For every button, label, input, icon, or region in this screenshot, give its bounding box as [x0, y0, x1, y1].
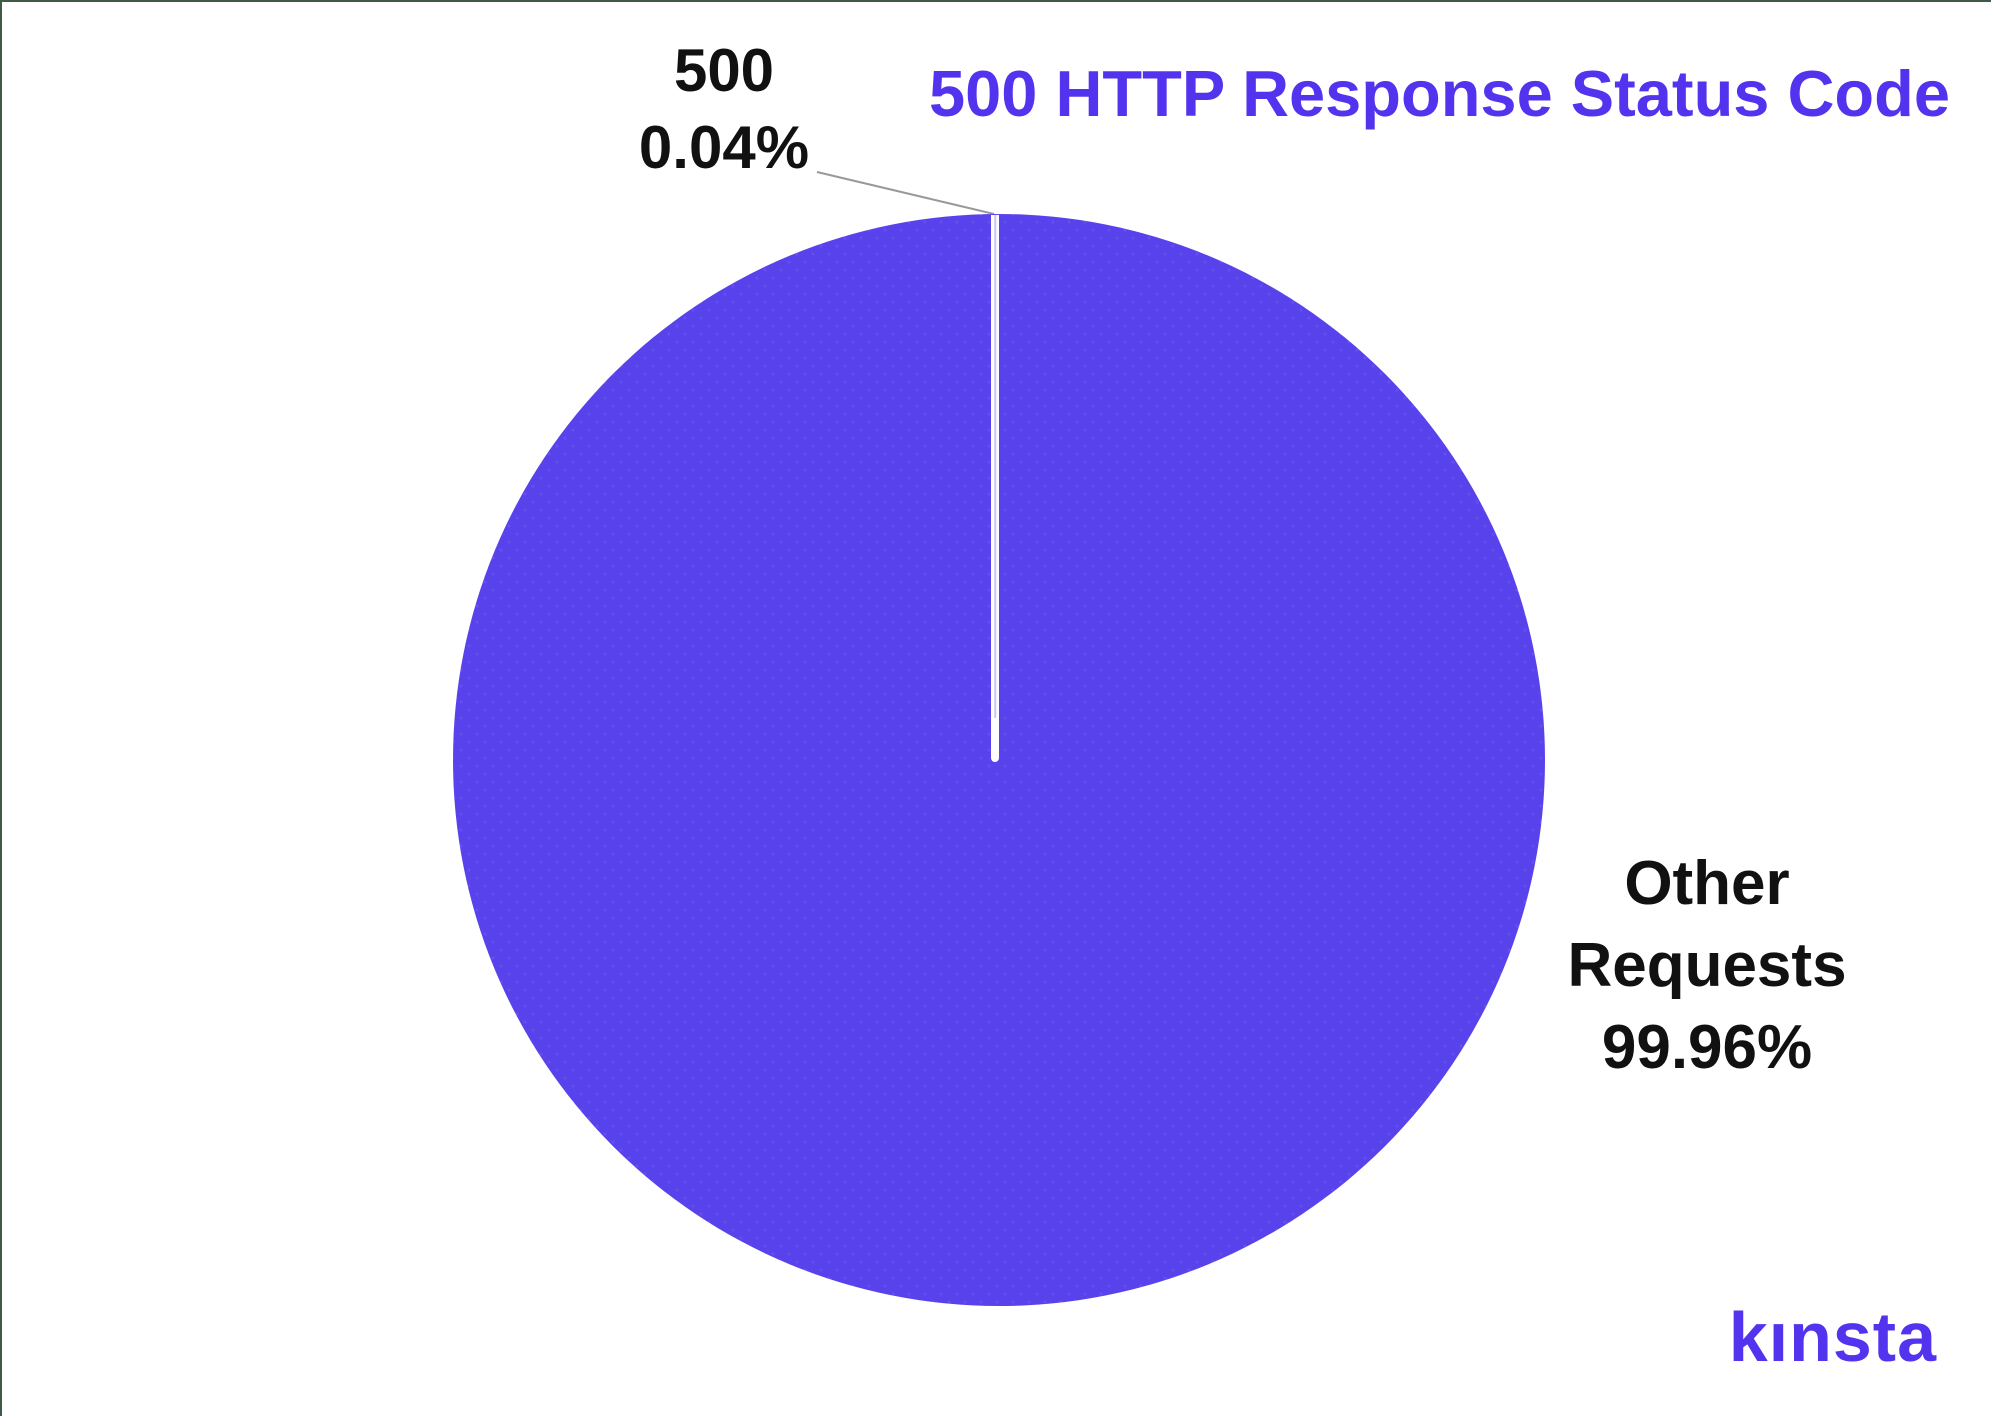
slice-500-wedge — [991, 215, 999, 762]
other-requests-label-line1: Other — [1624, 849, 1790, 918]
pie-chart — [453, 214, 1545, 1306]
other-requests-label-value: 99.96% — [1601, 1013, 1813, 1082]
chart-title: 500 HTTP Response Status Code — [928, 57, 1950, 130]
slice-label-500-value: 0.04% — [638, 114, 810, 181]
kinsta-logo: kınsta — [1728, 1298, 1937, 1376]
leader-line — [816, 171, 995, 215]
other-requests-label-line2: Requests — [1567, 931, 1847, 1000]
slice-label-500-name: 500 — [673, 37, 775, 104]
slice-label-500: 500 0.04% — [639, 32, 809, 186]
slice-500-sliver — [994, 215, 996, 719]
other-requests-label: Other Requests 99.96% — [1567, 843, 1846, 1089]
